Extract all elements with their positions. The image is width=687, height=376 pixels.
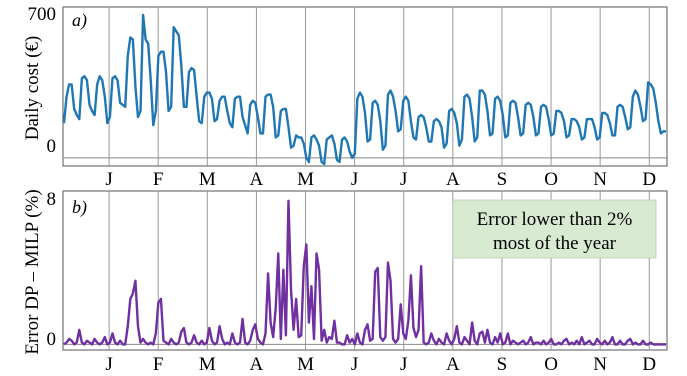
- panel-a: a) 700 0 Daily cost (€) J F M A M J J A S O N D: [22, 4, 668, 190]
- panel-b-ytick-zero: 0: [47, 329, 57, 350]
- panel-a-month-label: S: [497, 169, 508, 190]
- panel-b-month-label: M: [297, 354, 314, 375]
- panel-a-month-label: J: [105, 169, 112, 190]
- panel-a-month-label: J: [351, 169, 358, 190]
- panel-b-error-series-line: [63, 199, 666, 346]
- panel-b-annotation-box: Error lower than 2% most of the year: [452, 199, 657, 259]
- panel-a-month-label: F: [153, 169, 164, 190]
- panel-a-ytick-top: 700: [28, 4, 57, 25]
- panel-a-cost-series-line: [62, 13, 666, 166]
- panel-b-tag: b): [72, 197, 87, 218]
- panel-a-month-label: M: [199, 169, 216, 190]
- panel-b-month-label: M: [199, 354, 216, 375]
- panel-b-month-label: F: [153, 354, 164, 375]
- annotation-line-2: most of the year: [493, 233, 617, 254]
- panel-b-month-label: A: [250, 354, 264, 375]
- panel-b-month-label: J: [400, 354, 407, 375]
- panel-b-ytick-top: 8: [47, 189, 57, 210]
- annotation-line-1: Error lower than 2%: [477, 209, 633, 230]
- panel-a-month-label: A: [250, 169, 264, 190]
- panel-a-month-label: O: [544, 169, 558, 190]
- panel-b-ylabel: Error DP – MILP (%): [22, 189, 43, 354]
- panel-b-month-label: D: [642, 354, 656, 375]
- panel-b-frame: [62, 190, 668, 351]
- panel-a-month-label: A: [446, 169, 460, 190]
- panel-a-month-label: N: [593, 169, 607, 190]
- panel-a-month-label: D: [642, 169, 656, 190]
- panel-a-frame: [62, 6, 668, 167]
- panel-b-month-label: S: [497, 354, 508, 375]
- annotation-background: [452, 199, 657, 259]
- panel-b-month-label: O: [544, 354, 558, 375]
- panel-a-month-gridlines: [108, 7, 650, 166]
- panel-a-ytick-zero: 0: [47, 136, 57, 157]
- panel-a-month-label: J: [400, 169, 407, 190]
- panel-b-month-label: J: [351, 354, 358, 375]
- panel-b-month-label: N: [593, 354, 607, 375]
- panel-b-month-label: J: [105, 354, 112, 375]
- panel-a-tag: a): [72, 10, 87, 31]
- panel-b-month-label: A: [446, 354, 460, 375]
- panel-a-ylabel: Daily cost (€): [22, 36, 43, 140]
- panel-a-month-label: M: [297, 169, 314, 190]
